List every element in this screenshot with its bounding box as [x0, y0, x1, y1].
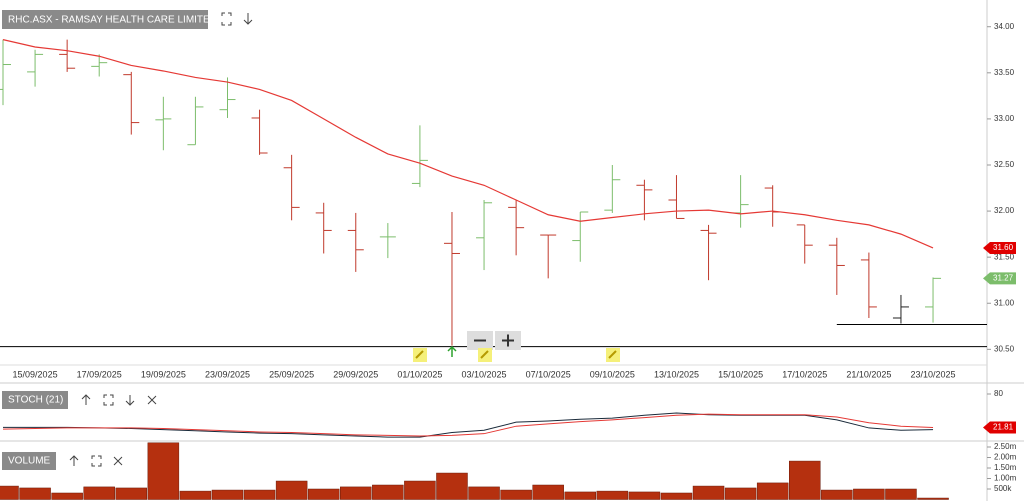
x-tick-label: 09/10/2025 [590, 369, 635, 379]
y-tick-label: 31.00 [994, 298, 1015, 307]
volume-bar [853, 488, 885, 500]
signal-arrow [447, 345, 457, 357]
move-up-icon[interactable] [69, 455, 79, 466]
y-tick-label: 31.50 [994, 252, 1015, 261]
volume-bar [724, 487, 757, 500]
annotation-marker[interactable] [478, 348, 492, 362]
volume-bar [372, 484, 404, 500]
x-tick-label: 19/09/2025 [141, 369, 186, 379]
y-tick-label: 1.50m [994, 463, 1017, 472]
volume-bar [51, 492, 83, 500]
annotation-marker[interactable] [606, 348, 620, 362]
volume-bar [436, 472, 468, 500]
volume-bar [275, 480, 308, 500]
volume-bar [340, 486, 372, 500]
y-tick-label: 33.00 [994, 114, 1015, 123]
volume-bar [692, 485, 725, 500]
volume-bar [821, 489, 853, 500]
y-tick-label: 33.50 [994, 68, 1015, 77]
x-tick-label: 17/10/2025 [782, 369, 827, 379]
x-tick-label: 21/10/2025 [846, 369, 891, 379]
volume-bar [19, 487, 51, 500]
move-down-icon[interactable] [125, 395, 135, 406]
volume-title: VOLUME [8, 456, 51, 467]
volume-bar [564, 491, 597, 500]
price-flag-label: 21.81 [993, 423, 1014, 432]
volume-bar [83, 486, 115, 500]
title-badge [2, 10, 208, 29]
stoch-badge [2, 391, 68, 409]
x-tick-label: 17/09/2025 [77, 369, 122, 379]
x-tick-label: 29/09/2025 [333, 369, 378, 379]
price-flag-label: 31.60 [993, 243, 1014, 252]
volume-bar [147, 442, 180, 500]
volume-bar [115, 487, 148, 500]
volume-bar [756, 482, 789, 500]
volume-bar [789, 460, 821, 500]
y-tick-label: 30.50 [994, 344, 1015, 353]
volume-bar [885, 488, 917, 500]
y-tick-label: 80 [994, 389, 1003, 398]
stoch-line [2, 413, 934, 437]
moving-average [2, 39, 934, 249]
zoom-in-button[interactable] [495, 331, 521, 350]
y-tick-label: 500k [994, 484, 1012, 493]
x-tick-label: 23/10/2025 [911, 369, 956, 379]
fullscreen-icon[interactable] [103, 394, 114, 406]
volume-badge [2, 452, 56, 470]
volume-bar [628, 491, 661, 500]
volume-bar [179, 490, 212, 500]
x-tick-label: 15/09/2025 [13, 369, 58, 379]
y-tick-label: 2.50m [994, 442, 1017, 451]
price-flag [983, 241, 1016, 254]
stoch-line [3, 412, 934, 438]
zoom-out-button[interactable] [467, 331, 493, 350]
y-tick-label: 34.00 [994, 22, 1015, 31]
volume-bar [243, 489, 276, 500]
y-tick-label: 1.00m [994, 474, 1017, 483]
x-tick-label: 01/10/2025 [397, 369, 442, 379]
x-tick-label: 23/09/2025 [205, 369, 250, 379]
y-tick-label: 32.00 [994, 206, 1015, 215]
close-icon[interactable] [147, 395, 157, 405]
volume-bar [404, 480, 436, 500]
volume-bar [532, 484, 564, 500]
volume-bar [660, 492, 693, 500]
volume-bar [0, 485, 19, 500]
x-tick-label: 13/10/2025 [654, 369, 699, 379]
volume-bar [596, 490, 629, 500]
x-tick-label: 03/10/2025 [462, 369, 507, 379]
volume-bar [211, 489, 244, 500]
close-icon[interactable] [113, 456, 123, 466]
volume-bar [307, 488, 340, 500]
move-up-icon[interactable] [81, 394, 91, 405]
y-tick-label: 2.00m [994, 453, 1017, 462]
collapse-icon[interactable] [243, 13, 253, 25]
x-tick-label: 07/10/2025 [526, 369, 571, 379]
fullscreen-icon[interactable] [221, 12, 232, 26]
price-flag [983, 272, 1016, 285]
stoch-title: STOCH (21) [8, 395, 63, 406]
x-tick-label: 25/09/2025 [269, 369, 314, 379]
x-tick-label: 15/10/2025 [718, 369, 763, 379]
volume-bar [500, 489, 532, 500]
annotation-marker[interactable] [413, 348, 427, 362]
volume-bar [917, 497, 949, 500]
volume-bar [468, 486, 500, 500]
price-flag-label: 31.27 [993, 273, 1014, 282]
fullscreen-icon[interactable] [91, 455, 102, 467]
price-flag [983, 421, 1016, 434]
y-tick-label: 32.50 [994, 160, 1015, 169]
chart-title: RHC.ASX - RAMSAY HEALTH CARE LIMITED [8, 15, 217, 26]
